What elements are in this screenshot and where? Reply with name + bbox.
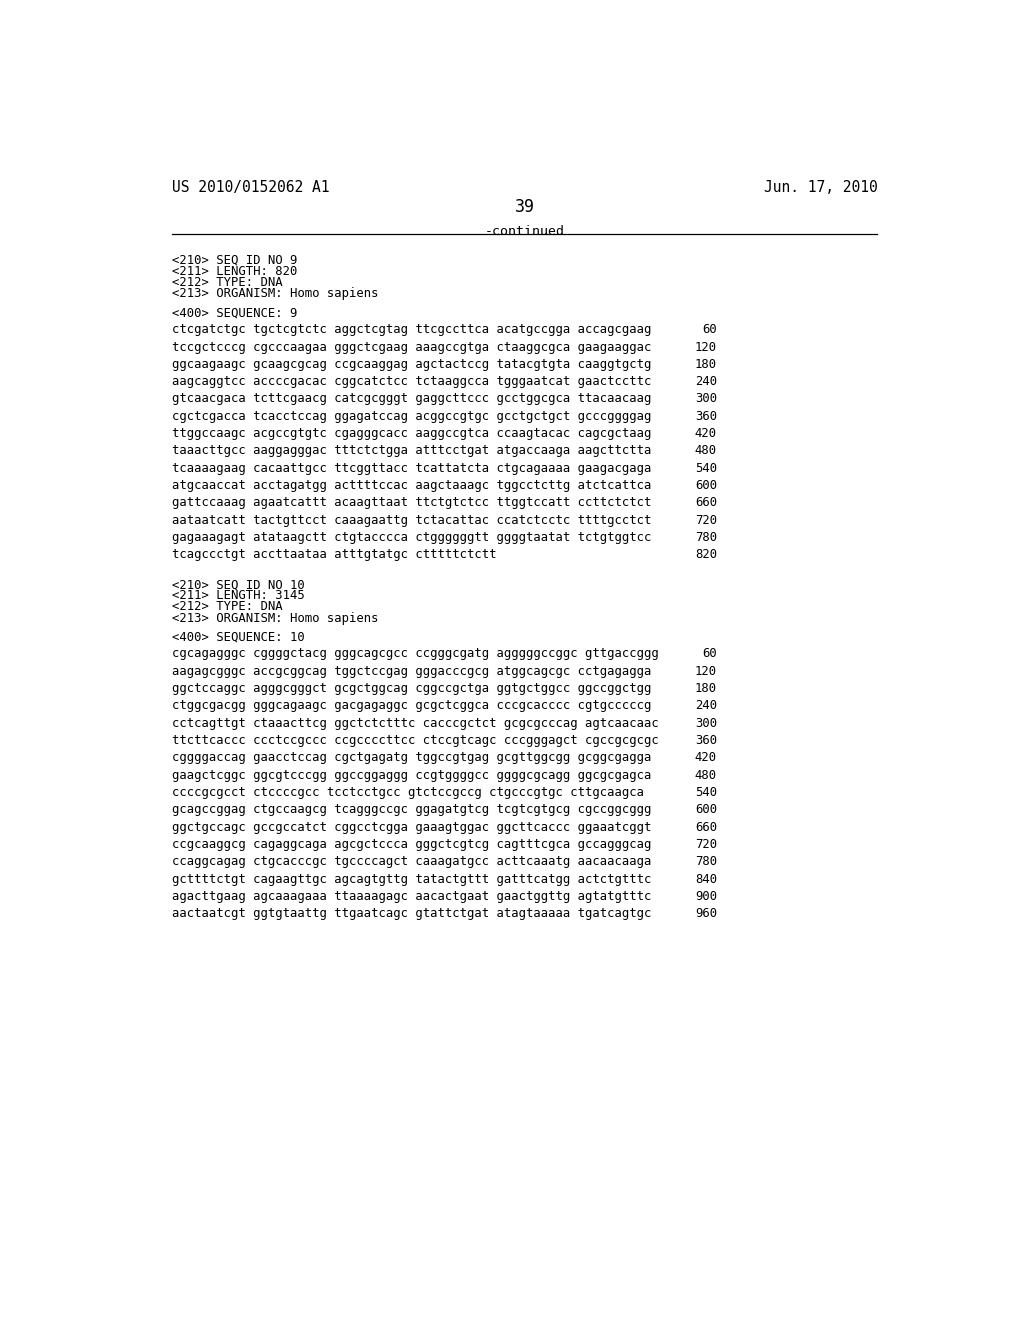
Text: 180: 180 <box>695 358 717 371</box>
Text: aagagcgggc accgcggcag tggctccgag gggacccgcg atggcagcgc cctgagagga: aagagcgggc accgcggcag tggctccgag gggaccc… <box>172 665 651 677</box>
Text: agacttgaag agcaaagaaa ttaaaagagc aacactgaat gaactggttg agtatgtttc: agacttgaag agcaaagaaa ttaaaagagc aacactg… <box>172 890 651 903</box>
Text: <210> SEQ ID NO 10: <210> SEQ ID NO 10 <box>172 578 305 591</box>
Text: <212> TYPE: DNA: <212> TYPE: DNA <box>172 601 283 614</box>
Text: tcaaaagaag cacaattgcc ttcggttacc tcattatcta ctgcagaaaa gaagacgaga: tcaaaagaag cacaattgcc ttcggttacc tcattat… <box>172 462 651 475</box>
Text: ccaggcagag ctgcacccgc tgccccagct caaagatgcc acttcaaatg aacaacaaga: ccaggcagag ctgcacccgc tgccccagct caaagat… <box>172 855 651 869</box>
Text: gagaaagagt atataagctt ctgtacccca ctggggggtt ggggtaatat tctgtggtcc: gagaaagagt atataagctt ctgtacccca ctggggg… <box>172 531 651 544</box>
Text: gattccaaag agaatcattt acaagttaat ttctgtctcc ttggtccatt ccttctctct: gattccaaag agaatcattt acaagttaat ttctgtc… <box>172 496 651 510</box>
Text: <211> LENGTH: 820: <211> LENGTH: 820 <box>172 265 298 279</box>
Text: 780: 780 <box>695 855 717 869</box>
Text: cgctcgacca tcacctccag ggagatccag acggccgtgc gcctgctgct gcccggggag: cgctcgacca tcacctccag ggagatccag acggccg… <box>172 409 651 422</box>
Text: gaagctcggc ggcgtcccgg ggccggaggg ccgtggggcc ggggcgcagg ggcgcgagca: gaagctcggc ggcgtcccgg ggccggaggg ccgtggg… <box>172 768 651 781</box>
Text: Jun. 17, 2010: Jun. 17, 2010 <box>764 180 878 195</box>
Text: 480: 480 <box>695 768 717 781</box>
Text: 820: 820 <box>695 548 717 561</box>
Text: aataatcatt tactgttcct caaagaattg tctacattac ccatctcctc ttttgcctct: aataatcatt tactgttcct caaagaattg tctacat… <box>172 513 651 527</box>
Text: <213> ORGANISM: Homo sapiens: <213> ORGANISM: Homo sapiens <box>172 288 379 301</box>
Text: 120: 120 <box>695 341 717 354</box>
Text: ggctgccagc gccgccatct cggcctcgga gaaagtggac ggcttcaccc ggaaatcggt: ggctgccagc gccgccatct cggcctcgga gaaagtg… <box>172 821 651 834</box>
Text: <212> TYPE: DNA: <212> TYPE: DNA <box>172 276 283 289</box>
Text: taaacttgcc aaggagggac tttctctgga atttcctgat atgaccaaga aagcttctta: taaacttgcc aaggagggac tttctctgga atttcct… <box>172 445 651 458</box>
Text: <211> LENGTH: 3145: <211> LENGTH: 3145 <box>172 589 305 602</box>
Text: 39: 39 <box>515 198 535 216</box>
Text: 480: 480 <box>695 445 717 458</box>
Text: atgcaaccat acctagatgg acttttccac aagctaaagc tggcctcttg atctcattca: atgcaaccat acctagatgg acttttccac aagctaa… <box>172 479 651 492</box>
Text: 300: 300 <box>695 717 717 730</box>
Text: 780: 780 <box>695 531 717 544</box>
Text: 240: 240 <box>695 375 717 388</box>
Text: 600: 600 <box>695 479 717 492</box>
Text: ctggcgacgg gggcagaagc gacgagaggc gcgctcggca cccgcacccc cgtgcccccg: ctggcgacgg gggcagaagc gacgagaggc gcgctcg… <box>172 700 651 713</box>
Text: 60: 60 <box>702 647 717 660</box>
Text: <210> SEQ ID NO 9: <210> SEQ ID NO 9 <box>172 253 298 267</box>
Text: ttcttcaccc ccctccgccc ccgccccttcc ctccgtcagc cccgggagct cgccgcgcgc: ttcttcaccc ccctccgccc ccgccccttcc ctccgt… <box>172 734 658 747</box>
Text: ggcaagaagc gcaagcgcag ccgcaaggag agctactccg tatacgtgta caaggtgctg: ggcaagaagc gcaagcgcag ccgcaaggag agctact… <box>172 358 651 371</box>
Text: gcttttctgt cagaagttgc agcagtgttg tatactgttt gatttcatgg actctgtttc: gcttttctgt cagaagttgc agcagtgttg tatactg… <box>172 873 651 886</box>
Text: 300: 300 <box>695 392 717 405</box>
Text: <400> SEQUENCE: 10: <400> SEQUENCE: 10 <box>172 631 305 643</box>
Text: aactaatcgt ggtgtaattg ttgaatcagc gtattctgat atagtaaaaa tgatcagtgc: aactaatcgt ggtgtaattg ttgaatcagc gtattct… <box>172 907 651 920</box>
Text: 420: 420 <box>695 428 717 440</box>
Text: ttggccaagc acgccgtgtc cgagggcacc aaggccgtca ccaagtacac cagcgctaag: ttggccaagc acgccgtgtc cgagggcacc aaggccg… <box>172 428 651 440</box>
Text: tcagccctgt accttaataa atttgtatgc ctttttctctt: tcagccctgt accttaataa atttgtatgc ctttttc… <box>172 548 497 561</box>
Text: 360: 360 <box>695 734 717 747</box>
Text: <400> SEQUENCE: 9: <400> SEQUENCE: 9 <box>172 306 298 319</box>
Text: 660: 660 <box>695 496 717 510</box>
Text: 960: 960 <box>695 907 717 920</box>
Text: 600: 600 <box>695 804 717 816</box>
Text: ggctccaggc agggcgggct gcgctggcag cggccgctga ggtgctggcc ggccggctgg: ggctccaggc agggcgggct gcgctggcag cggccgc… <box>172 682 651 696</box>
Text: 180: 180 <box>695 682 717 696</box>
Text: ctcgatctgc tgctcgtctc aggctcgtag ttcgccttca acatgccgga accagcgaag: ctcgatctgc tgctcgtctc aggctcgtag ttcgcct… <box>172 323 651 337</box>
Text: 720: 720 <box>695 838 717 851</box>
Text: ccccgcgcct ctccccgcc tcctcctgcc gtctccgccg ctgcccgtgc cttgcaagca: ccccgcgcct ctccccgcc tcctcctgcc gtctccgc… <box>172 785 644 799</box>
Text: 540: 540 <box>695 462 717 475</box>
Text: 360: 360 <box>695 409 717 422</box>
Text: cgcagagggc cggggctacg gggcagcgcc ccgggcgatg agggggccggc gttgaccggg: cgcagagggc cggggctacg gggcagcgcc ccgggcg… <box>172 647 658 660</box>
Text: 840: 840 <box>695 873 717 886</box>
Text: 240: 240 <box>695 700 717 713</box>
Text: 120: 120 <box>695 665 717 677</box>
Text: 420: 420 <box>695 751 717 764</box>
Text: -continued: -continued <box>484 226 565 239</box>
Text: aagcaggtcc accccgacac cggcatctcc tctaaggcca tgggaatcat gaactccttc: aagcaggtcc accccgacac cggcatctcc tctaagg… <box>172 375 651 388</box>
Text: tccgctcccg cgcccaagaa gggctcgaag aaagccgtga ctaaggcgca gaagaaggac: tccgctcccg cgcccaagaa gggctcgaag aaagccg… <box>172 341 651 354</box>
Text: 900: 900 <box>695 890 717 903</box>
Text: ccgcaaggcg cagaggcaga agcgctccca gggctcgtcg cagtttcgca gccagggcag: ccgcaaggcg cagaggcaga agcgctccca gggctcg… <box>172 838 651 851</box>
Text: cctcagttgt ctaaacttcg ggctctctttc cacccgctct gcgcgcccag agtcaacaac: cctcagttgt ctaaacttcg ggctctctttc cacccg… <box>172 717 658 730</box>
Text: 660: 660 <box>695 821 717 834</box>
Text: gtcaacgaca tcttcgaacg catcgcgggt gaggcttccc gcctggcgca ttacaacaag: gtcaacgaca tcttcgaacg catcgcgggt gaggctt… <box>172 392 651 405</box>
Text: <213> ORGANISM: Homo sapiens: <213> ORGANISM: Homo sapiens <box>172 611 379 624</box>
Text: 540: 540 <box>695 785 717 799</box>
Text: US 2010/0152062 A1: US 2010/0152062 A1 <box>172 180 330 195</box>
Text: 60: 60 <box>702 323 717 337</box>
Text: cggggaccag gaacctccag cgctgagatg tggccgtgag gcgttggcgg gcggcgagga: cggggaccag gaacctccag cgctgagatg tggccgt… <box>172 751 651 764</box>
Text: 720: 720 <box>695 513 717 527</box>
Text: gcagccggag ctgccaagcg tcagggccgc ggagatgtcg tcgtcgtgcg cgccggcggg: gcagccggag ctgccaagcg tcagggccgc ggagatg… <box>172 804 651 816</box>
